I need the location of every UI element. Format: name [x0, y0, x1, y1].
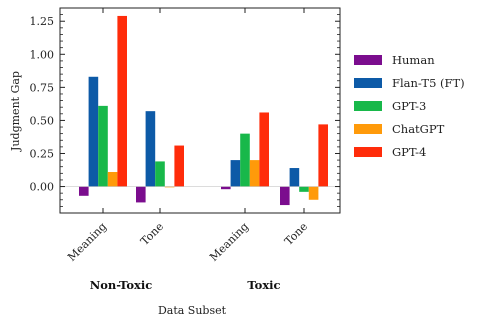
- y-tick-label: 0.00: [30, 181, 55, 194]
- bar-gpt-4-2: [259, 112, 269, 187]
- bar-gpt-3-1: [155, 161, 165, 187]
- legend-swatch: [354, 55, 382, 65]
- bar-human-0: [79, 186, 89, 196]
- group-label: Non-Toxic: [90, 278, 153, 292]
- bar-human-2: [221, 186, 231, 190]
- y-axis: 0.00 0.25 0.50 0.75 1.00 1.25: [30, 14, 340, 207]
- legend: Human Flan-T5 (FT) GPT-3 ChatGPT GPT-4: [354, 53, 465, 159]
- y-tick-label: 1.00: [30, 48, 55, 61]
- legend-swatch: [354, 101, 382, 111]
- bar-chatgpt-2: [249, 160, 260, 187]
- bar-gpt-3-2: [240, 133, 250, 187]
- bars-layer: [60, 15, 340, 206]
- bar-chatgpt-3: [308, 186, 319, 200]
- bar-gpt-3-3: [299, 186, 309, 192]
- bar-gpt-4-1: [174, 145, 184, 187]
- bar-gpt-3-0: [98, 105, 108, 187]
- x-axis-label: Data Subset: [158, 304, 227, 317]
- y-tick-label: 0.50: [30, 114, 55, 127]
- bar-chatgpt-1: [164, 186, 175, 188]
- legend-label: Human: [392, 53, 435, 67]
- legend-swatch: [354, 147, 382, 157]
- x-tick-label: Tone: [282, 220, 310, 248]
- bar-human-3: [280, 186, 290, 206]
- legend-label: ChatGPT: [392, 122, 445, 136]
- x-tick-label: Tone: [138, 220, 166, 248]
- bar-human-1: [136, 186, 146, 203]
- y-tick-label: 0.75: [30, 81, 55, 94]
- legend-swatch: [354, 78, 382, 88]
- bar-chatgpt-0: [107, 172, 118, 187]
- bar-flan-t5-ft--0: [88, 76, 99, 187]
- bar-flan-t5-ft--2: [230, 160, 241, 187]
- bar-gpt-4-0: [117, 15, 127, 187]
- legend-label: GPT-4: [392, 145, 426, 159]
- x-tick-label: Meaning: [65, 220, 109, 264]
- y-axis-label: Judgment Gap: [9, 71, 22, 152]
- legend-swatch: [354, 124, 382, 134]
- x-tick-label: Meaning: [207, 220, 251, 264]
- y-tick-label: 1.25: [30, 15, 55, 28]
- legend-label: Flan-T5 (FT): [392, 76, 465, 90]
- y-tick-label: 0.25: [30, 147, 55, 160]
- plot-frame: [59, 7, 341, 214]
- group-label: Toxic: [247, 278, 280, 292]
- bar-gpt-4-3: [318, 124, 328, 187]
- legend-label: GPT-3: [392, 99, 426, 113]
- bar-flan-t5-ft--1: [145, 111, 156, 187]
- bar-flan-t5-ft--3: [289, 168, 300, 187]
